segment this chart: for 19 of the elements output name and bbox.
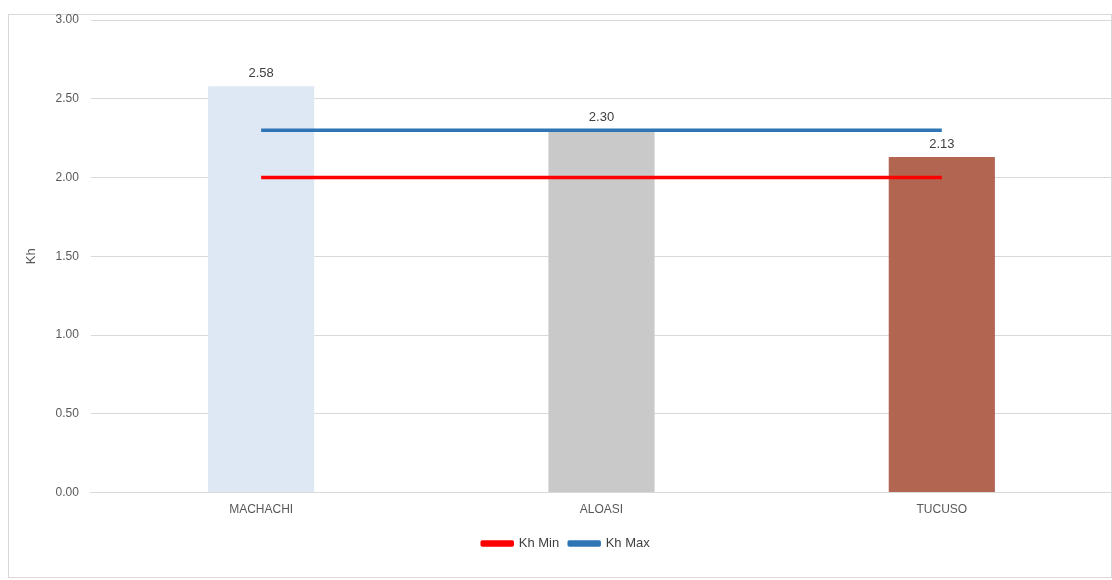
x-tick-label: TUCUSO [916,502,968,517]
x-tick-label: ALOASI [579,502,624,517]
y-tick-label: 1.00 [55,327,80,342]
legend-label: Kh Min [518,535,560,551]
legend-label: Kh Max [605,535,651,551]
y-axis-title: Kh [23,248,39,265]
y-tick-label: 1.50 [55,248,80,263]
y-tick-label: 2.50 [55,91,80,106]
y-tick-label: 2.00 [55,169,80,184]
y-tick-label: 3.00 [55,12,80,27]
y-tick-label: 0.00 [55,484,80,499]
y-tick-label: 0.50 [55,406,80,421]
x-tick-label: MACHACHI [229,502,294,517]
data-label: 2.13 [929,136,955,152]
data-label: 2.30 [588,109,615,125]
bar [888,157,995,493]
bar [548,130,655,493]
bar [208,86,315,493]
data-label: 2.58 [248,65,274,81]
